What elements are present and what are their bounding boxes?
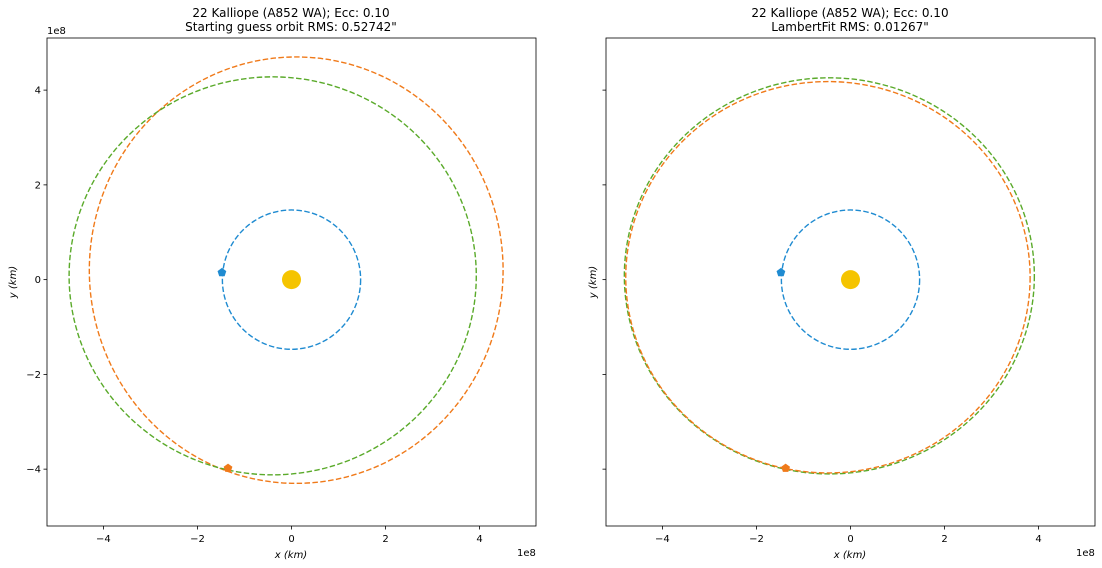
right-y-axis-label: y (km) — [588, 266, 599, 299]
right-orbit-panel: 22 Kalliope (A852 WA); Ecc: 0.10 Lambert… — [588, 6, 1096, 561]
left-y-tick-label: 0 — [35, 275, 41, 286]
right-orbit-1 — [623, 77, 1036, 475]
left-y-tick-label: −4 — [26, 465, 41, 476]
right-title-line2: LambertFit RMS: 0.01267" — [771, 20, 929, 34]
left-title-line2: Starting guess orbit RMS: 0.52742" — [185, 20, 397, 34]
right-sun-marker — [841, 270, 860, 290]
left-sun-marker — [282, 270, 301, 290]
left-position-marker-0 — [217, 267, 227, 277]
left-x-offset-label: 1e8 — [517, 548, 536, 559]
left-ticks: −4 −2 0 2 4 −4 −2 0 2 4 — [26, 86, 483, 545]
left-orbit-panel: 22 Kalliope (A852 WA); Ecc: 0.10 Startin… — [8, 6, 537, 561]
left-x-tick-label: 4 — [476, 534, 482, 545]
left-x-tick-label: −2 — [190, 534, 205, 545]
left-x-tick-label: 2 — [382, 534, 388, 545]
left-position-marker-1 — [223, 463, 233, 472]
left-orbit-1 — [88, 56, 504, 485]
right-orbit-2 — [625, 80, 1031, 474]
left-orbit-0 — [221, 209, 362, 350]
right-x-tick-label: −4 — [655, 534, 670, 545]
left-orbit-2 — [68, 76, 477, 476]
left-x-tick-label: 0 — [288, 534, 294, 545]
right-position-marker-0 — [776, 267, 786, 277]
left-plot-area — [68, 56, 504, 485]
right-title-line1: 22 Kalliope (A852 WA); Ecc: 0.10 — [751, 6, 948, 20]
right-x-tick-label: 4 — [1035, 534, 1041, 545]
left-y-tick-label: 4 — [35, 86, 41, 97]
right-x-offset-label: 1e8 — [1076, 548, 1095, 559]
right-plot-area — [623, 77, 1036, 475]
right-x-tick-label: −2 — [749, 534, 764, 545]
left-y-offset-label: 1e8 — [47, 26, 66, 37]
right-position-marker-1 — [781, 463, 790, 472]
right-orbit-0 — [780, 209, 921, 350]
left-y-tick-label: −2 — [26, 370, 41, 381]
left-x-axis-label: x (km) — [274, 550, 307, 561]
right-x-axis-label: x (km) — [833, 550, 866, 561]
right-ticks: −4 −2 0 2 4 — [602, 89, 1042, 545]
left-x-tick-label: −4 — [96, 534, 111, 545]
left-y-axis-label: y (km) — [8, 266, 19, 299]
right-x-tick-label: 0 — [847, 534, 853, 545]
left-title-line1: 22 Kalliope (A852 WA); Ecc: 0.10 — [192, 6, 389, 20]
left-y-tick-label: 2 — [35, 180, 41, 191]
right-x-tick-label: 2 — [941, 534, 947, 545]
